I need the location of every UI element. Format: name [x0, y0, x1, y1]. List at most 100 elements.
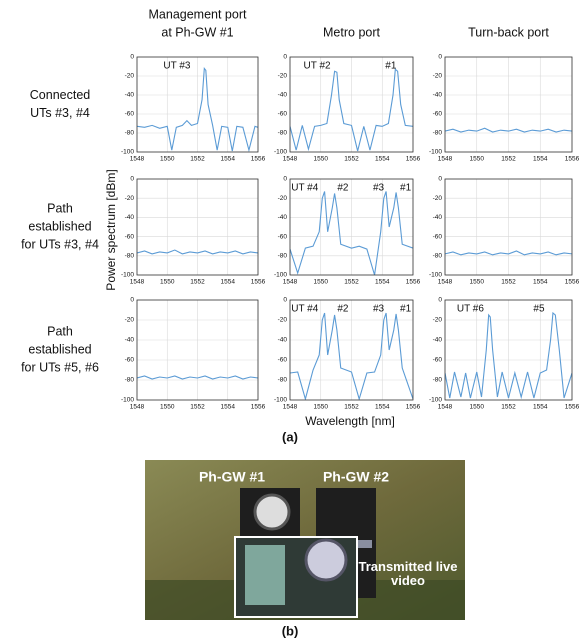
- y-tick-label: -40: [433, 337, 443, 344]
- y-tick-label: -80: [433, 253, 443, 260]
- row-title: for UTs #3, #4: [21, 237, 99, 251]
- y-tick-label: -80: [125, 130, 135, 137]
- peak-label: #2: [337, 304, 349, 315]
- y-tick-label: -80: [433, 377, 443, 384]
- x-tick-label: 1556: [251, 404, 266, 411]
- y-tick-label: 0: [438, 176, 442, 183]
- peak-label: UT #4: [291, 183, 318, 194]
- y-tick-label: -40: [278, 337, 288, 344]
- x-tick-label: 1548: [438, 156, 453, 163]
- spectrum-chart: -100 -80 -60 -40 -20 0 1548 1550 1552 1554 1556 UT …: [274, 54, 421, 163]
- y-tick-label: -20: [125, 317, 135, 324]
- x-tick-label: 1556: [565, 404, 580, 411]
- spectrum-chart: -100 -80 -60 -40 -20 0 1548 1550 1552 1554 1556 UT …: [121, 54, 266, 163]
- x-tick-label: 1550: [160, 279, 175, 286]
- row-title: Connected: [30, 88, 91, 102]
- peak-label: UT #3: [163, 61, 190, 72]
- y-tick-label: -60: [433, 111, 443, 118]
- x-tick-label: 1554: [533, 279, 548, 286]
- y-tick-label: -100: [121, 272, 134, 279]
- y-tick-label: -60: [125, 111, 135, 118]
- y-tick-label: -60: [433, 233, 443, 240]
- column-title: Turn-back port: [468, 25, 549, 39]
- y-tick-label: -100: [274, 397, 287, 404]
- plot-area: [445, 311, 572, 400]
- photo-label: Transmitted live video: [358, 560, 458, 588]
- row-title: established: [28, 219, 91, 233]
- x-tick-label: 1552: [344, 404, 359, 411]
- spectrum-line: [445, 127, 572, 133]
- peak-label: #1: [400, 304, 412, 315]
- spectrum-line: [445, 250, 572, 256]
- x-tick-label: 1552: [190, 279, 205, 286]
- photo-label: Ph-GW #1: [199, 469, 265, 485]
- video-content: [245, 545, 285, 605]
- peak-label: #5: [533, 304, 545, 315]
- y-tick-label: 0: [438, 54, 442, 61]
- x-tick-label: 1556: [406, 404, 421, 411]
- y-tick-label: 0: [438, 297, 442, 304]
- clock: [304, 538, 348, 582]
- peak-label: #1: [400, 183, 412, 194]
- spectrum-chart: -100 -80 -60 -40 -20 0 1548 1550 1552 1554 1556 UT …: [429, 297, 580, 411]
- x-tick-label: 1554: [533, 156, 548, 163]
- y-tick-label: -100: [274, 149, 287, 156]
- plot-frame: [289, 299, 414, 401]
- x-tick-label: 1552: [501, 279, 516, 286]
- y-tick-label: -100: [429, 272, 442, 279]
- y-tick-label: 0: [130, 176, 134, 183]
- y-tick-label: -20: [433, 73, 443, 80]
- y-tick-label: -100: [121, 397, 134, 404]
- x-tick-label: 1550: [314, 404, 329, 411]
- x-tick-label: 1548: [130, 279, 145, 286]
- x-tick-label: 1550: [314, 156, 329, 163]
- y-tick-label: -20: [278, 195, 288, 202]
- x-tick-label: 1554: [533, 404, 548, 411]
- y-tick-label: 0: [283, 176, 287, 183]
- plot-area: [137, 249, 258, 255]
- x-tick-label: 1550: [160, 404, 175, 411]
- y-tick-label: -40: [278, 92, 288, 99]
- spectrum-chart: -100 -80 -60 -40 -20 0 1548 1550 1552 1554 1556 UT …: [274, 176, 421, 286]
- x-tick-label: 1552: [501, 156, 516, 163]
- clock: [253, 493, 291, 531]
- x-tick-label: 1548: [130, 404, 145, 411]
- peak-label: #1: [385, 61, 397, 72]
- spectrum-line: [445, 311, 572, 400]
- y-tick-label: -20: [278, 73, 288, 80]
- y-tick-label: -40: [433, 92, 443, 99]
- spectrum-line: [290, 191, 413, 275]
- plot-frame: [289, 56, 414, 153]
- x-tick-label: 1552: [501, 404, 516, 411]
- spectrum-line: [137, 375, 258, 380]
- plot-area: [137, 66, 258, 152]
- row-title: for UTs #5, #6: [21, 360, 99, 374]
- photo: Ph-GW #1 Ph-GW #2 Transmitted live video: [145, 460, 465, 620]
- x-tick-label: 1554: [221, 156, 236, 163]
- y-tick-label: -20: [433, 195, 443, 202]
- photo-label: Ph-GW #2: [323, 469, 389, 485]
- spectrum-chart: -100 -80 -60 -40 -20 0 1548 1550 1552 1554 1556: [121, 176, 266, 286]
- column-title: at Ph-GW #1: [161, 25, 233, 39]
- x-tick-label: 1550: [470, 279, 485, 286]
- x-tick-label: 1548: [438, 404, 453, 411]
- y-tick-label: -40: [433, 214, 443, 221]
- x-tick-label: 1554: [375, 279, 390, 286]
- row-title: established: [28, 342, 91, 356]
- y-tick-label: -20: [278, 317, 288, 324]
- y-tick-label: 0: [130, 54, 134, 61]
- spectrum-chart: -100 -80 -60 -40 -20 0 1548 1550 1552 1554 1556 UT …: [274, 297, 421, 411]
- peak-label: UT #6: [457, 304, 484, 315]
- y-tick-label: -60: [278, 357, 288, 364]
- y-tick-label: -80: [125, 377, 135, 384]
- y-tick-label: -60: [125, 357, 135, 364]
- x-tick-label: 1552: [190, 156, 205, 163]
- peak-label: #3: [373, 304, 385, 315]
- spectrum-line: [137, 66, 258, 152]
- x-tick-label: 1548: [283, 156, 298, 163]
- y-tick-label: -80: [125, 253, 135, 260]
- plot-frame: [136, 178, 259, 276]
- x-tick-label: 1556: [565, 279, 580, 286]
- y-tick-label: -100: [274, 272, 287, 279]
